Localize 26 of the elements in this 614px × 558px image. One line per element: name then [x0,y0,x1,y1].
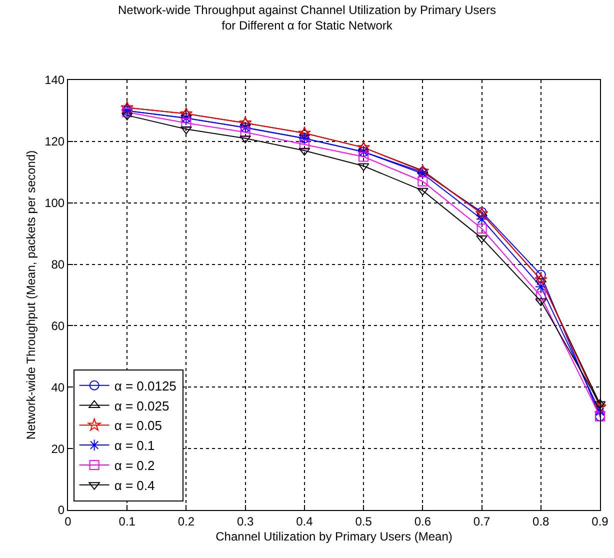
legend-label: α = 0.1 [114,438,155,454]
legend-label: α = 0.025 [114,398,170,414]
y-tick-label: 100 [44,196,65,210]
y-tick-label: 80 [51,257,65,272]
y-tick-label: 40 [51,380,65,394]
y-axis-title: Network-wide Throughput (Mean, packets per second) [24,150,38,440]
x-tick-label: 0.7 [473,514,490,528]
y-tick-label: 120 [44,134,65,149]
legend-label: α = 0.2 [114,458,155,474]
x-tick-label: 0.5 [355,514,372,528]
y-tick-label: 140 [44,73,65,88]
legend-label: α = 0.0125 [114,378,176,394]
y-tick-label: 20 [51,442,65,456]
y-tick-label: 0 [58,503,65,518]
x-tick-label: 0.1 [118,514,136,528]
x-tick-label: 0.3 [236,514,254,528]
x-tick-label: 0.4 [296,514,314,528]
legend-label: α = 0.05 [114,418,162,434]
x-tick-label: 0.2 [178,514,195,528]
chart-title: Network-wide Throughput against Channel Utilization by Primary Users for Different α for Static Network [118,2,496,33]
x-tick-label: 0.6 [414,514,432,528]
x-tick-label: 0.8 [532,514,550,528]
legend-label: α = 0.4 [114,478,155,493]
x-tick-label: 0.9 [592,514,609,528]
y-tick-label: 60 [51,318,65,333]
x-axis-title: Channel Utilization by Primary Users (Mean) [216,529,452,544]
